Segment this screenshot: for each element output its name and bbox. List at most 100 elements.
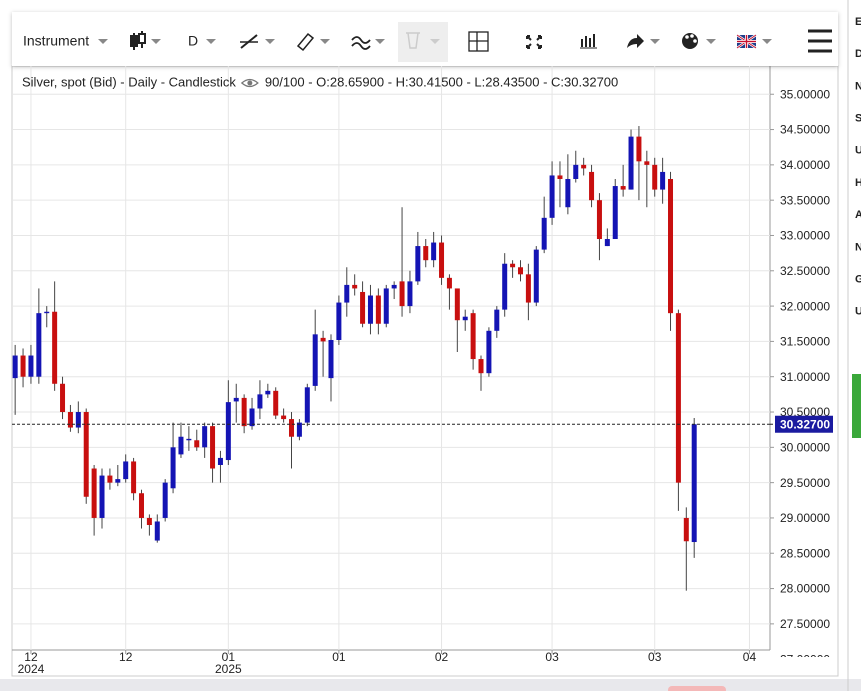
candle-body	[210, 426, 216, 469]
candle-body	[162, 482, 168, 518]
candle-body	[146, 517, 152, 526]
x-tick-label: 03	[648, 650, 662, 664]
candle-body	[138, 493, 144, 518]
y-tick-label: 29.50000	[780, 476, 830, 490]
indicator-tool[interactable]	[351, 36, 385, 50]
candle-body	[423, 246, 429, 261]
y-tick-label: 29.00000	[780, 511, 830, 525]
y-tick-label: 35.00000	[780, 87, 830, 101]
x-tick-label: 12	[24, 650, 38, 664]
toolbar-items: Instrument D	[23, 22, 832, 62]
candle-body	[549, 175, 555, 218]
y-tick-label: 27.50000	[780, 617, 830, 631]
fullscreen-button[interactable]	[526, 35, 542, 49]
candle-body	[44, 311, 50, 314]
y-tick-label: 33.00000	[780, 229, 830, 243]
x-tick-label: 01	[332, 650, 346, 664]
ohlc-legend: 90/100 - O:28.65900 - H:30.41500 - L:28.…	[265, 74, 618, 89]
x-tick-label: 02	[435, 650, 449, 664]
ruler-tool[interactable]	[296, 32, 330, 52]
side-panel-item: N	[855, 80, 861, 92]
x-tick-label: 04	[743, 650, 757, 664]
bottom-bar	[0, 679, 861, 691]
y-tick-label: 34.50000	[780, 123, 830, 137]
candle-body	[431, 242, 437, 261]
side-panel-item: D	[855, 48, 861, 60]
side-panel-item: U	[855, 145, 861, 157]
candle-body	[589, 171, 595, 201]
language-button[interactable]	[736, 33, 772, 50]
candle-body	[478, 359, 484, 374]
candle-body	[91, 468, 97, 518]
candle-body	[510, 263, 516, 268]
y-tick-label: 32.00000	[780, 299, 830, 313]
candle-body	[652, 164, 658, 190]
x-tick-label: 01	[222, 650, 236, 664]
candle-body	[20, 355, 26, 377]
candle-body	[494, 309, 500, 331]
candle-body	[683, 517, 689, 542]
instrument-button[interactable]: Instrument	[23, 33, 89, 49]
candle-body	[470, 313, 476, 360]
candle-body	[233, 397, 239, 402]
candle-body	[281, 415, 287, 420]
candle-body	[344, 284, 350, 303]
candle-body	[194, 440, 200, 448]
bottom-tab[interactable]	[668, 686, 726, 691]
delete-button[interactable]	[406, 32, 440, 49]
chart-type-button[interactable]	[130, 31, 161, 50]
side-panel-item: U	[855, 306, 861, 318]
x-tick-year: 2024	[18, 662, 45, 676]
side-panel-item: G	[855, 274, 861, 286]
candle-body	[320, 337, 326, 342]
visibility-icon[interactable]	[240, 78, 259, 88]
candle-body	[217, 457, 223, 465]
volume-button[interactable]	[580, 34, 597, 49]
candle-body	[644, 161, 650, 165]
candle-body	[241, 397, 247, 427]
side-button[interactable]	[852, 374, 861, 438]
menu-button[interactable]	[808, 29, 832, 53]
candle-body	[462, 316, 468, 321]
period-button[interactable]: D	[188, 33, 198, 49]
candle-body	[415, 246, 421, 282]
candle-body	[557, 175, 563, 179]
candle-body	[533, 249, 539, 303]
candle-body	[312, 334, 318, 386]
y-tick-label: 34.00000	[780, 158, 830, 172]
candle-body	[375, 295, 381, 324]
candle-body	[391, 284, 397, 289]
candle-body	[289, 419, 295, 437]
theme-button[interactable]	[682, 33, 716, 49]
candle-body	[296, 422, 302, 437]
candle-body	[446, 277, 452, 289]
candle-body	[170, 447, 176, 489]
side-panel-item: S	[855, 113, 861, 125]
candle-body	[675, 313, 681, 483]
side-panel-item: E	[855, 16, 861, 28]
candle-body	[115, 479, 121, 483]
candle-body	[265, 390, 271, 395]
candle-body	[202, 426, 208, 448]
side-panel-item: N	[855, 241, 861, 253]
candle-body	[186, 438, 192, 441]
candle-body	[83, 412, 89, 497]
candle-body	[304, 387, 310, 423]
candle-body	[67, 412, 73, 428]
candle-body	[502, 263, 508, 310]
delete-button-bg	[398, 22, 448, 62]
candle-body	[225, 402, 231, 461]
candle-body	[454, 288, 460, 321]
candle-body	[36, 313, 42, 377]
candle-body	[12, 355, 18, 379]
candle-body	[596, 200, 602, 240]
layout-button[interactable]	[468, 31, 489, 52]
candle-body	[612, 186, 618, 240]
candle-body	[360, 291, 366, 324]
candle-body	[399, 281, 405, 307]
dropdown-arrow	[98, 39, 108, 44]
share-button[interactable]	[627, 34, 660, 48]
candle-body	[486, 330, 492, 374]
candle-body	[620, 186, 626, 190]
line-tool[interactable]	[240, 34, 275, 49]
